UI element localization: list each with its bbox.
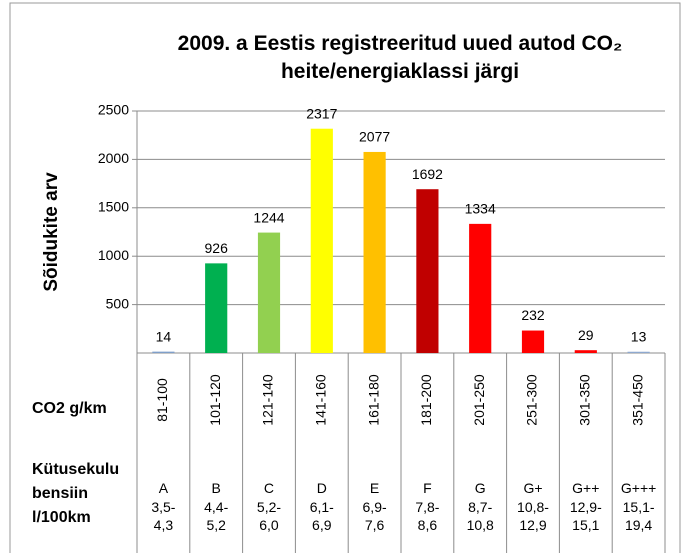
fuel-range: 12,9-15,1 — [569, 499, 602, 533]
row-label: Kütusekulu bensiin l/100km — [32, 461, 120, 526]
energy-class: D — [316, 480, 327, 496]
energy-class: F — [423, 480, 432, 496]
data-label: 926 — [205, 240, 229, 256]
data-label: 2317 — [306, 105, 337, 121]
energy-class: G++ — [572, 480, 600, 496]
x-tick-label: 161-180 — [365, 374, 381, 426]
x-tick-label: 181-200 — [418, 374, 434, 426]
data-label: 1244 — [253, 209, 284, 225]
x-tick-label: 101-120 — [207, 374, 223, 426]
x-tick-label: 351-450 — [629, 374, 645, 426]
data-label: 29 — [578, 327, 594, 343]
x-tick-label: 81-100 — [154, 378, 170, 422]
data-label: 14 — [156, 328, 172, 344]
energy-class: C — [263, 480, 275, 496]
data-label: 1692 — [412, 166, 443, 182]
energy-class: E — [369, 480, 380, 496]
fuel-range: 4,4-5,2 — [204, 499, 229, 533]
bar — [257, 232, 281, 353]
y-tick-label: 500 — [106, 295, 130, 311]
fuel-range: 6,1-6,9 — [309, 499, 334, 533]
bar — [310, 128, 333, 353]
fuel-range: 3,5-4,3 — [151, 499, 176, 533]
fuel-range: 15,1-19,4 — [622, 499, 655, 533]
y-tick-label: 1500 — [98, 199, 129, 215]
data-label: 232 — [521, 307, 545, 323]
y-tick-label: 1000 — [98, 247, 129, 263]
x-tick-label: 141-160 — [313, 374, 329, 426]
fuel-range: 10,8-12,9 — [517, 499, 549, 533]
energy-class: G+++ — [620, 480, 657, 496]
energy-class: G+ — [523, 480, 543, 496]
chart-title: 2009. a Eestis registreeritud uued autod… — [177, 32, 623, 83]
data-label: 2077 — [359, 129, 390, 145]
bar — [205, 263, 228, 353]
bar — [521, 330, 545, 353]
bar — [627, 351, 650, 353]
data-label: 1334 — [465, 201, 496, 217]
fuel-range: 8,7-10,8 — [466, 499, 494, 533]
bar — [574, 350, 597, 353]
row-label: CO2 g/km — [32, 400, 107, 417]
x-tick-label: 121-140 — [260, 374, 276, 426]
bar — [363, 151, 386, 353]
fuel-range: 5,2-6,0 — [256, 499, 282, 533]
energy-class: G — [474, 480, 486, 496]
data-label: 13 — [631, 328, 647, 344]
y-tick-label: 2500 — [98, 102, 129, 118]
bar — [469, 223, 492, 353]
chart-border — [9, 2, 681, 553]
energy-class: B — [211, 480, 221, 496]
y-tick-label: 2000 — [98, 150, 129, 166]
x-tick-label: 251-300 — [524, 374, 540, 426]
x-tick-label: 201-250 — [471, 374, 487, 426]
fuel-range: 6,9-7,6 — [362, 499, 387, 533]
y-axis-label: Sõidukite arv — [41, 172, 62, 292]
energy-class: A — [158, 480, 169, 496]
x-tick-label: 301-350 — [577, 374, 593, 426]
bar — [416, 189, 439, 353]
fuel-range: 7,8-8,6 — [415, 499, 440, 533]
bar — [152, 351, 175, 353]
